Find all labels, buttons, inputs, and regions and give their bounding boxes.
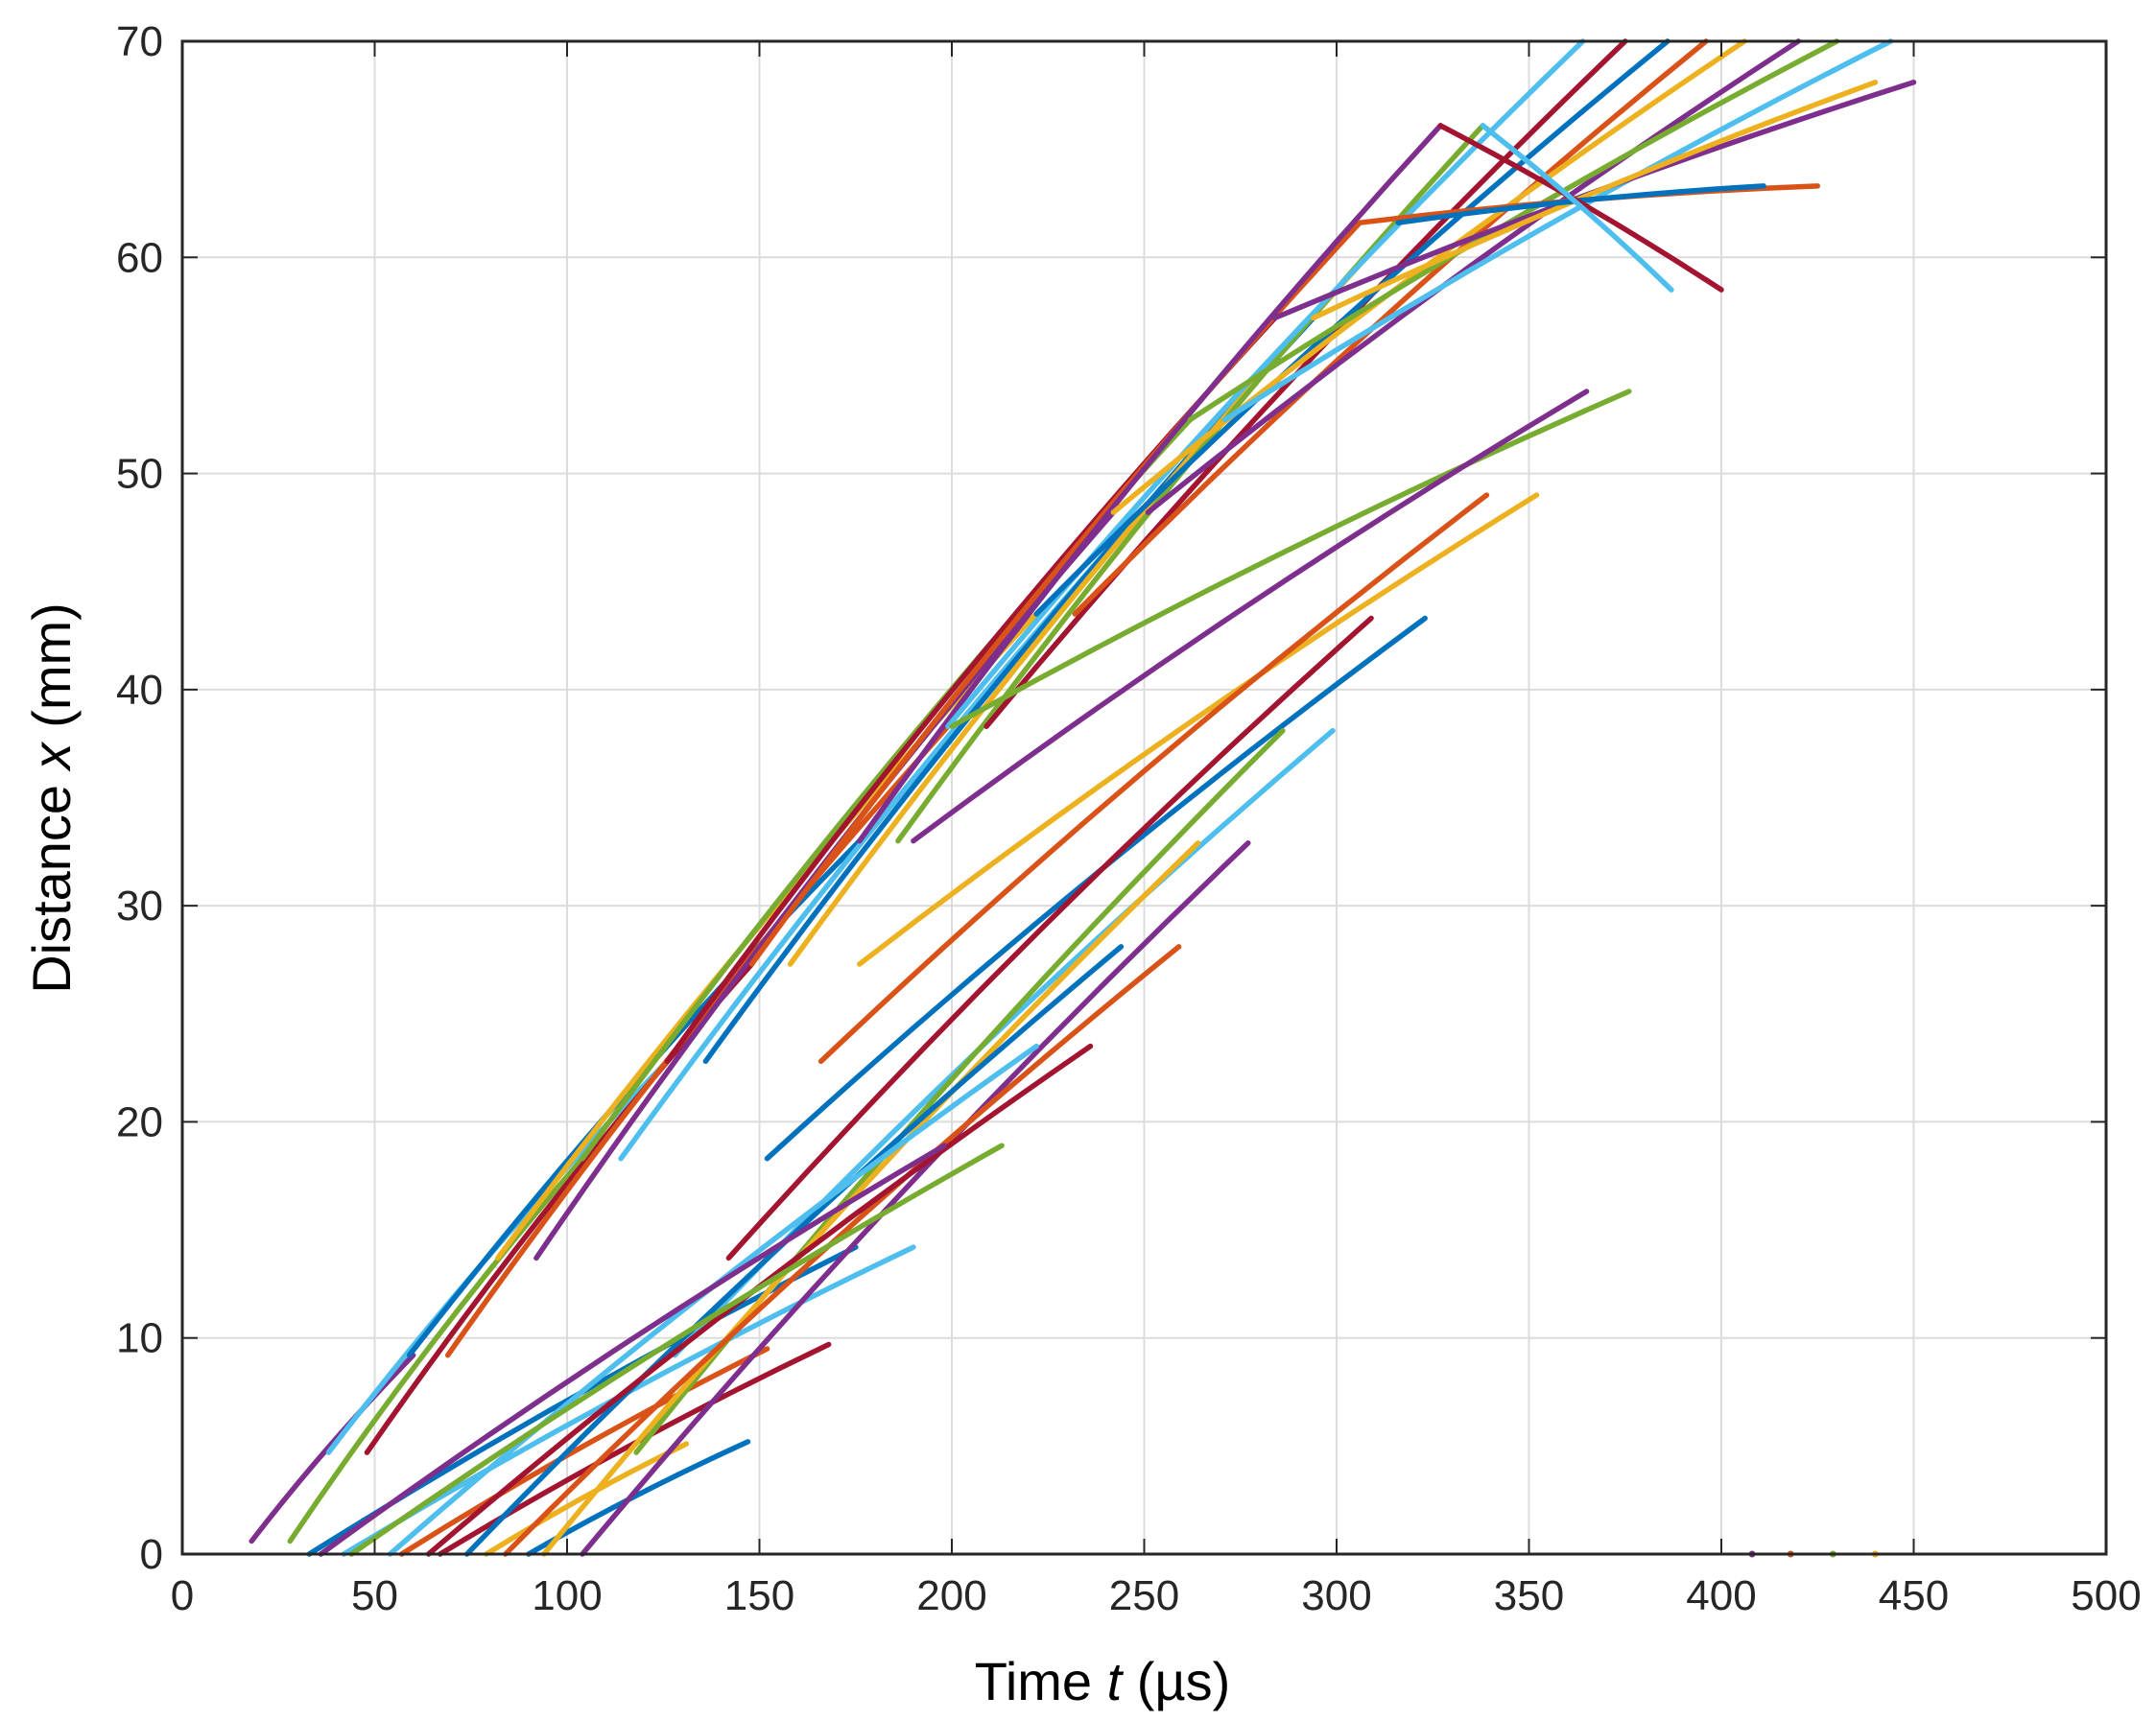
x-tick-label: 150 [724, 1572, 794, 1619]
x-tick-label: 400 [1686, 1572, 1756, 1619]
series-line-32 [1311, 80, 1879, 321]
series-line-1 [249, 1352, 416, 1544]
series-line-30 [1221, 38, 1894, 423]
x-tick-label: 350 [1494, 1572, 1564, 1619]
y-tick-label: 0 [140, 1531, 163, 1578]
series-line-28 [1145, 38, 1801, 515]
x-tick-labels: 0 50 100 150 200 250 300 350 400 450 500 [171, 1572, 2142, 1619]
series-line-40 [817, 492, 1490, 1065]
series-line-45 [580, 840, 1251, 1557]
x-tick-label: 300 [1301, 1572, 1371, 1619]
y-tick-label: 30 [116, 883, 163, 930]
series-line-42 [725, 615, 1374, 1261]
y-tick-label: 60 [116, 234, 163, 281]
series-line-51 [348, 1143, 1005, 1557]
series-line-21 [857, 123, 1444, 844]
series-line-7 [398, 1346, 770, 1557]
y-tick-label: 50 [116, 451, 163, 498]
y-axis-label: Distance x (mm) [21, 602, 82, 994]
series-line-39 [857, 492, 1540, 967]
x-tick-label: 500 [2071, 1572, 2141, 1619]
series-group [249, 38, 1917, 1557]
x-tick-label: 0 [171, 1572, 194, 1619]
x-axis-label: Time t (µs) [975, 1651, 1231, 1711]
series-line-11 [484, 1441, 690, 1557]
x-tick-label: 50 [351, 1572, 398, 1619]
y-tick-label: 70 [116, 18, 163, 65]
series-line-9 [437, 1341, 832, 1557]
x-tick-label: 250 [1109, 1572, 1179, 1619]
series-line-52 [318, 1143, 947, 1557]
ticks [181, 40, 2107, 1555]
series-line-46 [541, 840, 1201, 1557]
series-line-35 [1437, 123, 1724, 293]
y-tick-label: 40 [116, 667, 163, 714]
series-line-36 [1480, 123, 1674, 293]
y-tick-label: 20 [116, 1098, 163, 1145]
x-tick-label: 200 [916, 1572, 986, 1619]
x-tick-label: 100 [532, 1572, 602, 1619]
series-line-2 [287, 1155, 585, 1544]
x-tick-label: 450 [1879, 1572, 1949, 1619]
series-line-38 [911, 389, 1590, 844]
series-line-37 [949, 389, 1632, 729]
y-tick-labels: 0 10 20 30 40 50 60 70 [116, 18, 163, 1578]
y-tick-label: 10 [116, 1315, 163, 1362]
